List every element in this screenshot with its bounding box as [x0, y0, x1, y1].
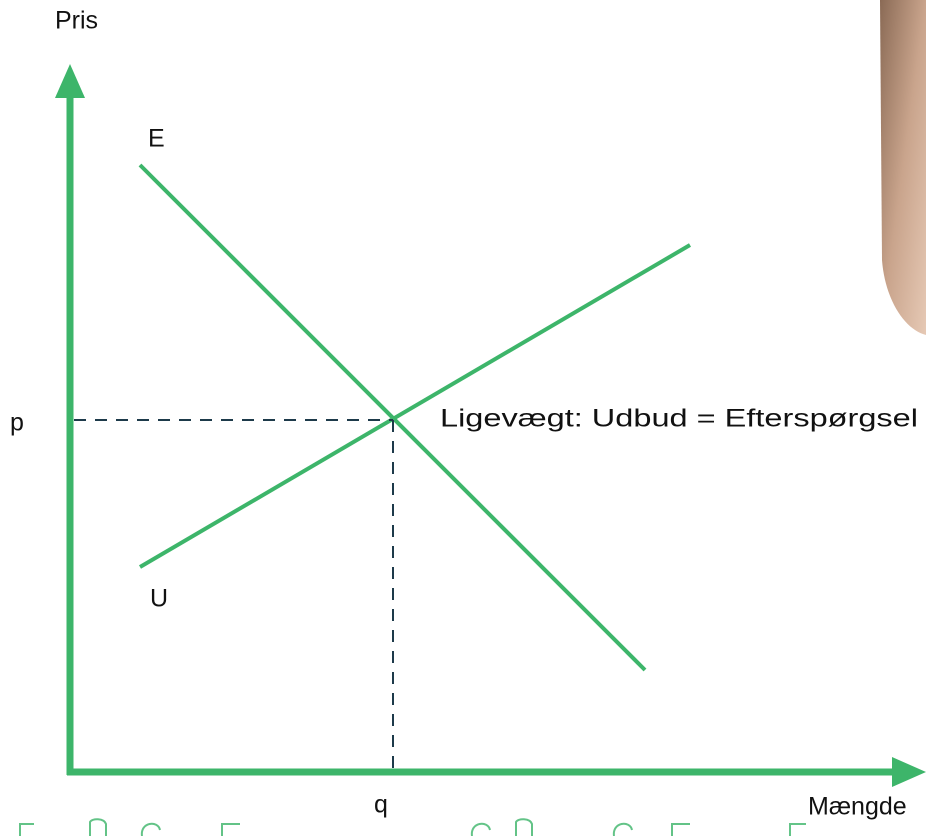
x-axis-arrow — [892, 757, 926, 787]
quantity-label: q — [374, 791, 388, 819]
y-axis-arrow — [55, 64, 85, 98]
price-label: p — [10, 409, 24, 437]
decoration — [19, 818, 806, 836]
y-axis-label: Pris — [55, 7, 98, 35]
x-axis-label: Mængde — [808, 793, 907, 821]
supply-label: U — [150, 585, 168, 613]
equilibrium-label: Ligevægt: Udbud = Efterspørgsel — [440, 405, 918, 433]
photo — [880, 0, 926, 335]
supply-curve — [138, 243, 692, 569]
demand-label: E — [148, 125, 165, 153]
